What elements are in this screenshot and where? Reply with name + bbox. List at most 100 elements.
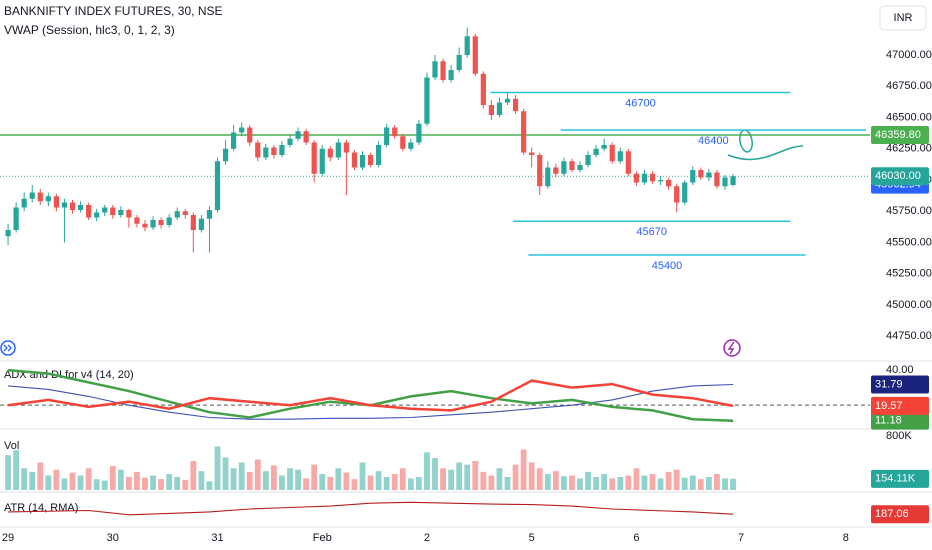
drawn-level-label: 45670	[636, 226, 667, 238]
volume-bar	[351, 479, 358, 490]
volume-bar	[287, 468, 293, 490]
event-icon[interactable]	[723, 339, 741, 357]
x-tick-label: 5	[529, 532, 535, 544]
candle-body	[206, 210, 213, 219]
button-frame[interactable]	[879, 5, 927, 31]
volume-bar	[681, 477, 688, 490]
candle-body	[392, 127, 398, 137]
candle-body	[222, 148, 229, 162]
volume-bar	[29, 471, 36, 490]
volume-bar	[641, 475, 648, 490]
replay-icon[interactable]	[0, 340, 16, 356]
last-value-label-box	[871, 375, 929, 394]
volume-bar	[472, 461, 479, 490]
volume-bar	[617, 476, 624, 490]
volume-bar	[367, 475, 374, 490]
y-tick-label: 46500.00	[886, 111, 932, 123]
candle-body	[255, 142, 261, 158]
candle-body	[488, 105, 494, 115]
indicator-line	[7, 379, 734, 412]
candle-body	[247, 127, 253, 143]
volume-bar	[633, 468, 640, 490]
drawn-level-label: 46700	[625, 97, 656, 109]
candle-body	[512, 98, 519, 112]
candle-body	[174, 211, 180, 218]
volume-bar	[456, 462, 463, 490]
volume-bar	[77, 475, 84, 490]
y-tick-label: 45500.00	[886, 236, 932, 248]
volume-bar	[45, 475, 52, 490]
candle-body	[633, 173, 639, 183]
candle-body	[376, 145, 382, 165]
candle-body	[94, 212, 100, 218]
volume-bar	[577, 478, 583, 490]
candle-body	[545, 167, 551, 187]
volume-bar	[569, 475, 575, 490]
candle-body	[102, 207, 108, 213]
volume-bar	[174, 476, 181, 490]
candle-body	[126, 210, 132, 218]
candle-body	[504, 98, 511, 103]
candle-body	[271, 147, 277, 155]
icon-glyph[interactable]	[727, 341, 735, 355]
candle-body	[166, 217, 172, 225]
candle-body	[287, 138, 293, 145]
price-label: 46359.80	[875, 129, 921, 141]
volume-bar	[21, 468, 28, 490]
y-tick-label: 45000.00	[886, 299, 932, 311]
candle-body	[351, 152, 358, 168]
volume-bar	[319, 474, 326, 490]
volume-bar	[552, 471, 559, 490]
last-value-label: 154.11K	[875, 473, 916, 485]
candle-body	[110, 207, 116, 215]
volume-bar	[424, 452, 430, 490]
x-tick-label: 2	[424, 532, 430, 544]
volume-bar	[705, 476, 712, 490]
volume-bar	[85, 468, 92, 490]
last-value-label: 31.79	[875, 378, 903, 390]
chart-title: BANKNIFTY INDEX FUTURES, 30, NSE	[4, 4, 223, 18]
icon-circle[interactable]	[723, 339, 741, 357]
x-tick-label: 31	[211, 532, 223, 544]
volume-bar	[343, 472, 350, 490]
drawn-level-label: 45400	[652, 260, 683, 272]
volume-bar	[665, 471, 672, 490]
volume-bar	[182, 479, 189, 490]
volume-bar	[279, 475, 285, 490]
icon-circle[interactable]	[0, 340, 16, 356]
candle-body	[537, 155, 543, 187]
volume-bar	[222, 457, 229, 490]
x-tick-label: Feb	[313, 532, 332, 544]
volume-bar	[488, 475, 495, 490]
volume-bar	[504, 476, 511, 490]
volume-bar	[61, 478, 68, 490]
volume-bar	[722, 478, 728, 490]
volume-bar	[303, 478, 310, 490]
last-value-label-box	[871, 396, 929, 415]
volume-bar	[53, 469, 60, 490]
candle-body	[706, 172, 712, 178]
candle-body	[69, 202, 76, 210]
price-label-box	[871, 126, 929, 145]
indicator-title: VWAP (Session, hlc3, 0, 1, 2, 3)	[4, 23, 175, 37]
volume-bar	[5, 455, 11, 490]
volume-bar	[142, 477, 148, 490]
volume-bar	[520, 449, 527, 490]
pane-title: Vol	[4, 440, 19, 452]
volume-bar	[206, 481, 213, 490]
candle-body	[521, 111, 527, 153]
volume-bar	[230, 468, 237, 490]
currency-label[interactable]: INR	[894, 12, 913, 24]
x-tick-label: 8	[843, 532, 849, 544]
candle-body	[529, 152, 535, 155]
icon-glyph[interactable]	[3, 344, 12, 352]
y-tick-label: 44750.00	[886, 330, 932, 342]
candle-body	[384, 127, 390, 145]
x-tick-label: 30	[107, 532, 119, 544]
volume-bar	[13, 450, 20, 490]
drawn-level-label: 46400	[698, 135, 729, 147]
candle-body	[343, 142, 349, 153]
candle-body	[190, 215, 196, 230]
currency-button[interactable]: INR	[879, 5, 927, 31]
candle-body	[625, 151, 631, 174]
